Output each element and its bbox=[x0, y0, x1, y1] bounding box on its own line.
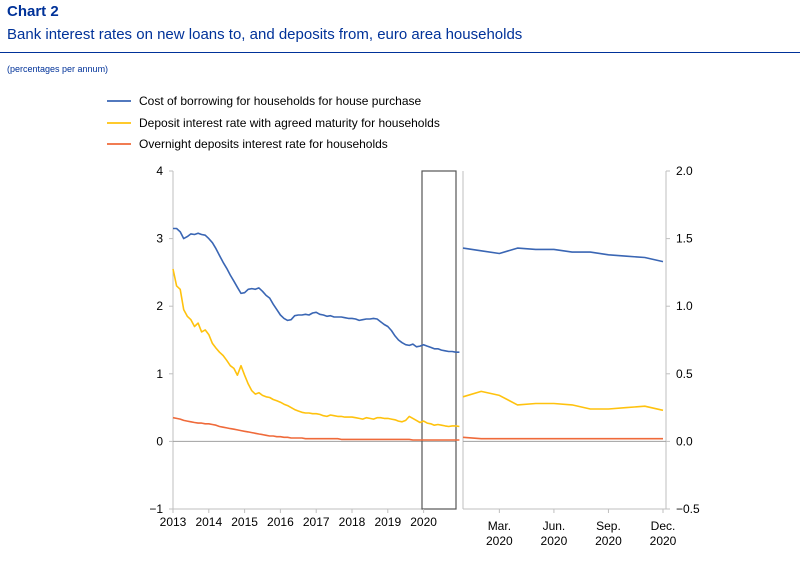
right-y-tick-label: −0.5 bbox=[676, 502, 700, 516]
chart-title: Bank interest rates on new loans to, and… bbox=[7, 26, 523, 43]
left-x-tick-label: 2014 bbox=[195, 515, 222, 529]
chart-label: Chart 2 bbox=[7, 3, 59, 20]
left-x-tick-label: 2016 bbox=[267, 515, 294, 529]
right-y-tick-label: 2.0 bbox=[676, 164, 693, 178]
legend-label-overnight: Overnight deposits interest rate for hou… bbox=[139, 137, 388, 151]
left-y-tick-label: 4 bbox=[156, 164, 163, 178]
series-layer bbox=[172, 227, 664, 441]
left-series-line-borrowing bbox=[173, 227, 460, 354]
left-x-tick-label: 2015 bbox=[231, 515, 258, 529]
right-y-tick-label: 1.5 bbox=[676, 232, 693, 246]
right-x-tick-label: 2020 bbox=[486, 534, 513, 548]
left-x-tick-label: 2019 bbox=[374, 515, 401, 529]
right-y-tick-label: 1.0 bbox=[676, 299, 693, 313]
right-x-tick-label: Jun. bbox=[543, 519, 566, 533]
left-y-tick-label: −1 bbox=[149, 502, 163, 516]
left-x-tick-label: 2020 bbox=[410, 515, 437, 529]
grid-layer bbox=[172, 170, 667, 510]
title-divider bbox=[0, 52, 800, 53]
legend-label-deposit_agreed: Deposit interest rate with agreed maturi… bbox=[139, 116, 440, 130]
right-y-tick-label: 0.0 bbox=[676, 434, 693, 448]
left-series-line-deposit_agreed bbox=[172, 268, 460, 428]
left-x-tick-label: 2018 bbox=[339, 515, 366, 529]
left-y-tick-label: 2 bbox=[156, 299, 163, 313]
right-x-tick-label: Mar. bbox=[488, 519, 511, 533]
units-note: (percentages per annum) bbox=[7, 64, 109, 74]
right-x-tick-label: Dec. bbox=[651, 519, 676, 533]
legend-label-borrowing: Cost of borrowing for households for hou… bbox=[139, 94, 421, 108]
left-x-tick-label: 2013 bbox=[160, 515, 187, 529]
legend: Cost of borrowing for households for hou… bbox=[107, 94, 440, 151]
right-x-tick-label: 2020 bbox=[650, 534, 677, 548]
left-x-tick-label: 2017 bbox=[303, 515, 330, 529]
left-y-tick-label: 3 bbox=[156, 232, 163, 246]
left-y-tick-label: 0 bbox=[156, 434, 163, 448]
right-series-line-overnight bbox=[462, 436, 663, 440]
right-y-tick-label: 0.5 bbox=[676, 367, 693, 381]
left-y-tick-label: 1 bbox=[156, 367, 163, 381]
right-x-tick-label: Sep. bbox=[596, 519, 621, 533]
right-series-line-borrowing bbox=[462, 247, 664, 263]
right-series-line-deposit_agreed bbox=[462, 390, 664, 412]
highlight-2020-box bbox=[421, 170, 457, 510]
right-x-tick-label: 2020 bbox=[541, 534, 568, 548]
right-x-tick-label: 2020 bbox=[595, 534, 622, 548]
tick-layer: −1 0 1 2 3 4 −0.5 0.0 0.5 1.0 1.5 2.0 2013 2014 2015 20… bbox=[149, 164, 700, 548]
left-series-line-overnight bbox=[172, 416, 460, 441]
